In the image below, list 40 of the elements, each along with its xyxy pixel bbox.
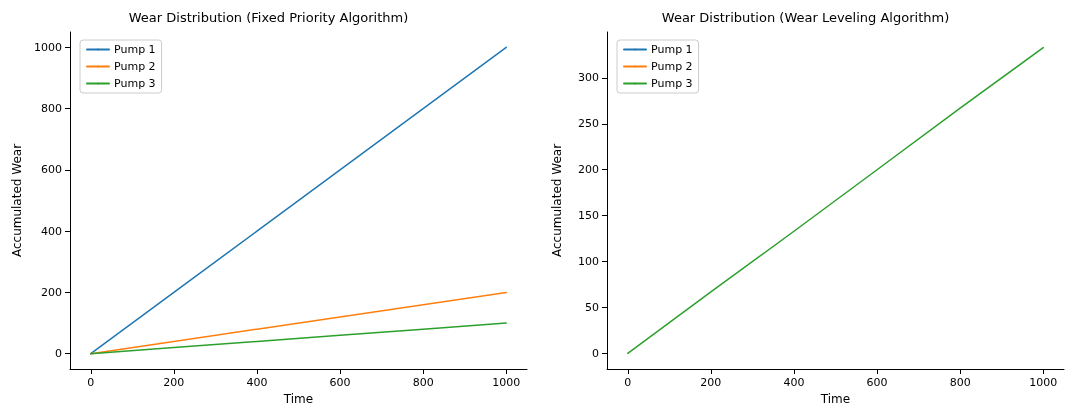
y-tick-label: 0: [592, 346, 599, 360]
chart-title: Wear Distribution (Wear Leveling Algorithm): [661, 10, 950, 25]
legend-label: Pump 1: [651, 43, 693, 56]
x-tick-label: 800: [412, 376, 434, 389]
y-tick-label: 200: [578, 163, 599, 177]
y-tick-label: 50: [585, 300, 599, 314]
y-tick-label: 0: [55, 347, 62, 361]
x-tick-label: 0: [87, 376, 95, 389]
x-tick-label: 1000: [492, 376, 521, 389]
y-tick-label: 1000: [34, 40, 62, 54]
legend-label: Pump 2: [114, 60, 156, 73]
x-tick-label: 1000: [1029, 376, 1058, 389]
y-tick-label: 400: [41, 224, 62, 238]
x-tick-label: 400: [783, 376, 805, 389]
chart-title: Wear Distribution (Fixed Priority Algorithm): [128, 10, 409, 25]
y-tick-label: 300: [578, 71, 599, 85]
x-tick-label: 800: [949, 376, 971, 389]
y-axis-title: Accumulated Wear: [550, 143, 564, 258]
legend-label: Pump 1: [114, 43, 156, 56]
legend-label: Pump 3: [651, 77, 693, 90]
x-tick-label: 200: [700, 376, 722, 389]
line-series: [90, 46, 507, 355]
x-axis-title: Time: [282, 392, 314, 406]
y-tick-label: 100: [578, 255, 599, 269]
x-axis-title: Time: [819, 392, 851, 406]
y-tick-label: 600: [41, 163, 62, 177]
x-tick-label: 0: [624, 376, 632, 389]
line-series: [90, 322, 507, 355]
y-axis-title: Accumulated Wear: [10, 143, 25, 258]
x-tick-label: 600: [866, 376, 888, 389]
y-tick-label: 200: [41, 285, 62, 299]
legend-label: Pump 2: [651, 60, 693, 73]
line-series: [627, 46, 1044, 355]
y-tick-label: 150: [578, 209, 599, 223]
x-tick-label: 200: [163, 376, 185, 389]
y-tick-label: 800: [41, 102, 62, 116]
legend-label: Pump 3: [114, 77, 156, 90]
y-tick-label: 250: [578, 117, 599, 131]
x-tick-label: 400: [246, 376, 268, 389]
x-tick-label: 600: [329, 376, 351, 389]
